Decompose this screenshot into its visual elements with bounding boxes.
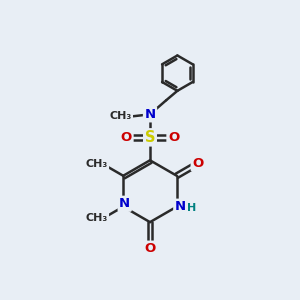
Text: O: O — [121, 131, 132, 144]
Text: O: O — [144, 242, 156, 255]
Text: CH₃: CH₃ — [110, 110, 132, 121]
Text: N: N — [144, 108, 156, 121]
Text: S: S — [145, 130, 155, 145]
Text: N: N — [175, 200, 186, 213]
Text: CH₃: CH₃ — [85, 159, 108, 169]
Text: O: O — [192, 157, 203, 170]
Text: N: N — [119, 197, 130, 210]
Text: O: O — [168, 131, 179, 144]
Text: H: H — [187, 203, 196, 213]
Text: CH₃: CH₃ — [85, 213, 108, 223]
